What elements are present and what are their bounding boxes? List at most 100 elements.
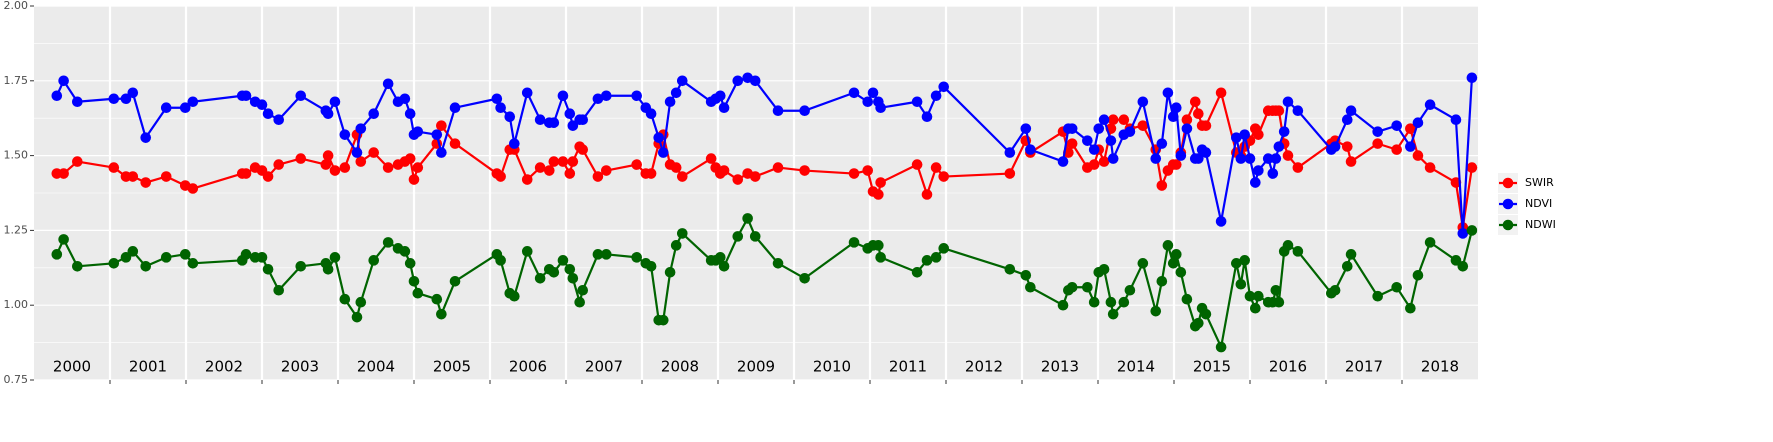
data-point bbox=[355, 123, 367, 134]
data-point bbox=[938, 171, 950, 182]
data-point bbox=[436, 308, 447, 320]
data-point bbox=[160, 171, 172, 182]
data-point bbox=[1250, 177, 1261, 188]
data-point bbox=[408, 174, 420, 185]
data-point bbox=[911, 96, 923, 108]
data-point bbox=[1341, 114, 1353, 125]
data-point bbox=[399, 246, 411, 257]
data-point bbox=[1162, 240, 1174, 251]
data-point bbox=[938, 243, 950, 254]
data-point bbox=[749, 231, 761, 242]
data-point bbox=[657, 314, 669, 326]
data-point bbox=[557, 90, 569, 102]
data-point bbox=[732, 174, 744, 185]
data-point bbox=[718, 102, 730, 114]
data-point bbox=[1150, 153, 1162, 164]
data-point bbox=[1345, 249, 1357, 260]
data-point bbox=[930, 252, 942, 263]
data-point bbox=[1391, 144, 1402, 155]
data-point bbox=[1329, 284, 1341, 296]
legend-point bbox=[1502, 177, 1514, 189]
data-point bbox=[58, 168, 69, 179]
data-point bbox=[592, 93, 604, 105]
data-point bbox=[911, 159, 923, 170]
data-point bbox=[1137, 258, 1149, 269]
data-point bbox=[1107, 114, 1119, 125]
data-point bbox=[799, 165, 810, 176]
data-point bbox=[938, 81, 950, 93]
data-point bbox=[742, 213, 753, 224]
data-point bbox=[382, 162, 394, 173]
data-point bbox=[676, 228, 688, 239]
data-point bbox=[534, 162, 546, 173]
data-point bbox=[1278, 126, 1290, 137]
data-point bbox=[1270, 153, 1282, 164]
data-point bbox=[412, 126, 424, 137]
data-point bbox=[1088, 144, 1100, 155]
data-point bbox=[1345, 156, 1357, 167]
data-point bbox=[577, 284, 589, 296]
data-point bbox=[574, 296, 585, 308]
data-point bbox=[120, 93, 132, 105]
data-point bbox=[1424, 162, 1436, 173]
data-point bbox=[848, 168, 860, 179]
data-point bbox=[382, 78, 394, 90]
data-point bbox=[1200, 120, 1212, 131]
data-point bbox=[495, 171, 506, 182]
data-point bbox=[1250, 302, 1261, 314]
data-point bbox=[140, 132, 152, 143]
data-point bbox=[772, 258, 784, 269]
year-label: 2012 bbox=[965, 358, 1003, 376]
y-tick-label: 1.75 bbox=[4, 74, 29, 87]
legend-label: NDVI bbox=[1525, 197, 1552, 210]
data-point bbox=[567, 272, 579, 284]
year-label: 2017 bbox=[1345, 358, 1383, 376]
data-point bbox=[664, 96, 676, 108]
data-point bbox=[911, 266, 923, 278]
data-point bbox=[534, 114, 546, 125]
data-point bbox=[295, 153, 307, 164]
data-point bbox=[749, 75, 761, 87]
year-label: 2016 bbox=[1269, 358, 1307, 376]
data-point bbox=[1292, 246, 1304, 257]
data-point bbox=[1282, 150, 1294, 161]
data-point bbox=[1372, 138, 1383, 149]
data-point bbox=[240, 168, 252, 179]
data-point bbox=[127, 246, 139, 257]
data-point bbox=[1231, 132, 1242, 143]
data-point bbox=[1181, 123, 1193, 134]
data-point bbox=[495, 255, 506, 266]
data-point bbox=[320, 159, 332, 170]
data-point bbox=[295, 261, 307, 272]
series bbox=[51, 87, 1478, 233]
data-point bbox=[491, 93, 503, 105]
data-point bbox=[848, 87, 860, 99]
data-point bbox=[718, 165, 730, 176]
data-point bbox=[1231, 258, 1242, 269]
year-label: 2018 bbox=[1421, 358, 1459, 376]
data-point bbox=[567, 156, 579, 167]
data-point bbox=[179, 102, 191, 114]
year-label: 2010 bbox=[813, 358, 851, 376]
data-point bbox=[72, 96, 83, 108]
data-point bbox=[1181, 114, 1193, 125]
data-point bbox=[1215, 87, 1227, 99]
y-tick-label: 1.25 bbox=[4, 223, 29, 236]
data-point bbox=[1082, 135, 1093, 146]
data-point bbox=[1170, 159, 1182, 170]
data-point bbox=[1270, 284, 1282, 296]
data-point bbox=[408, 275, 420, 287]
data-point bbox=[1057, 156, 1069, 167]
data-point bbox=[1137, 96, 1149, 108]
data-point bbox=[1239, 129, 1250, 140]
data-point bbox=[1253, 129, 1264, 140]
data-point bbox=[564, 168, 576, 179]
data-point bbox=[548, 266, 560, 278]
data-point bbox=[645, 168, 657, 179]
data-point bbox=[1391, 281, 1402, 293]
legend-point bbox=[1502, 219, 1514, 231]
data-point bbox=[187, 258, 199, 269]
data-point bbox=[1450, 114, 1462, 125]
data-point bbox=[1025, 144, 1036, 155]
data-point bbox=[676, 171, 688, 182]
